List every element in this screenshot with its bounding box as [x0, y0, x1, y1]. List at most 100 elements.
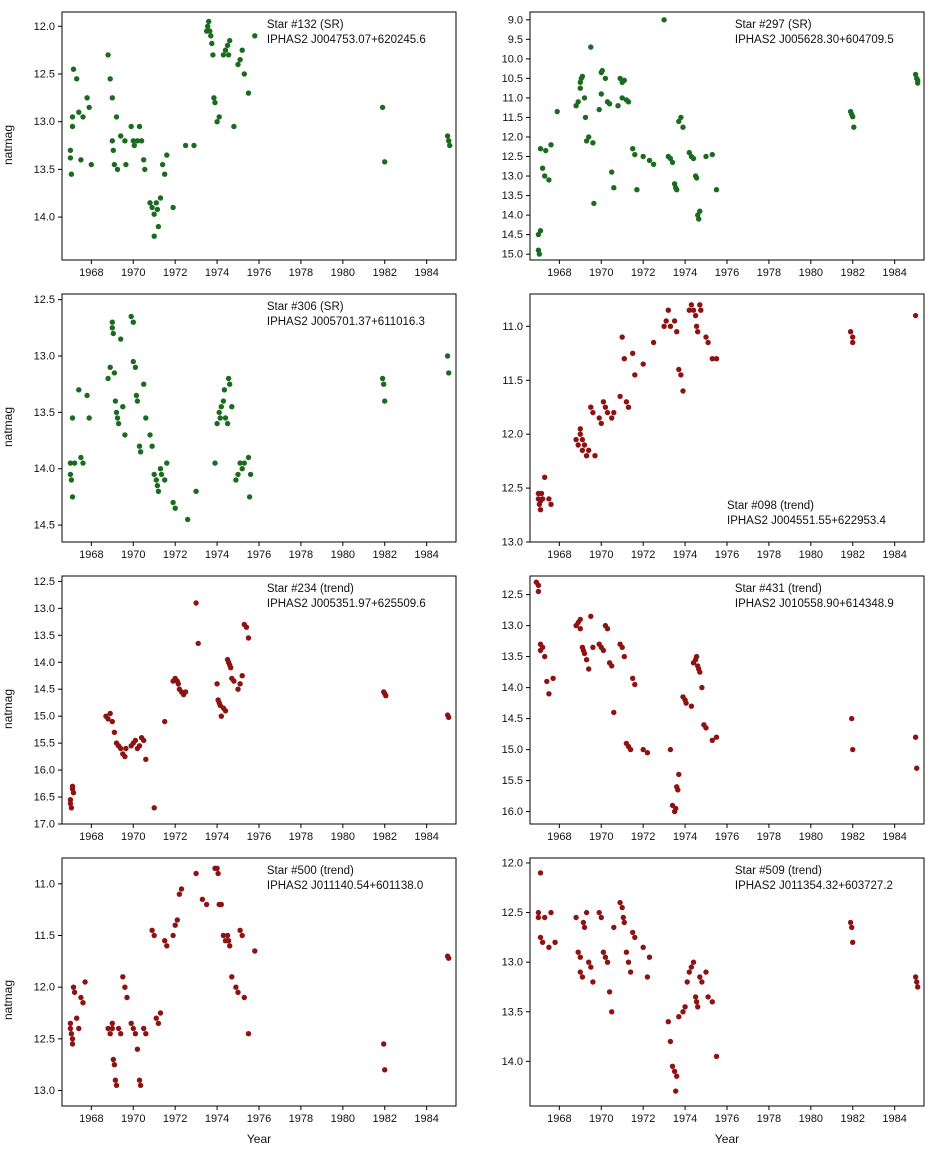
data-point — [228, 665, 234, 671]
x-tick-label: 1968 — [79, 267, 103, 279]
data-point — [674, 187, 680, 193]
data-point — [149, 927, 155, 933]
data-point — [122, 432, 128, 438]
data-point — [444, 353, 451, 359]
data-point — [68, 805, 75, 811]
y-tick-label: 13.5 — [502, 1006, 523, 1018]
x-axis-label: Year — [714, 1132, 740, 1146]
data-point — [193, 600, 199, 606]
data-point — [110, 1056, 117, 1063]
scatter-plot-svg: 1968 1970 1972 1974 1976 1978 1980 1982 1984 12.5… — [502, 575, 925, 843]
data-point — [107, 1031, 113, 1037]
data-point — [105, 375, 111, 382]
x-tick-label: 1984 — [882, 267, 906, 279]
data-point — [542, 914, 548, 921]
data-point — [695, 1004, 701, 1010]
data-point — [680, 1009, 686, 1015]
data-point — [646, 157, 653, 164]
data-point — [579, 974, 586, 980]
x-tick-label: 1972 — [163, 1113, 187, 1125]
data-point — [78, 994, 84, 1001]
x-tick-label: 1974 — [205, 549, 229, 561]
data-point — [609, 1009, 615, 1015]
data-point — [850, 334, 856, 340]
y-tick-label: 13.0 — [34, 351, 55, 363]
data-point — [107, 364, 113, 370]
data-point — [118, 336, 124, 342]
data-point — [134, 138, 141, 144]
data-point — [209, 40, 215, 47]
data-point — [579, 436, 586, 443]
data-point — [577, 626, 583, 632]
data-point — [205, 23, 211, 29]
data-point — [252, 33, 258, 39]
data-point — [80, 460, 86, 466]
data-point — [220, 932, 227, 939]
data-point — [107, 76, 113, 82]
data-point — [112, 398, 119, 404]
y-tick-label: 15.0 — [34, 711, 55, 723]
data-point — [625, 404, 632, 410]
data-point — [611, 185, 617, 191]
x-tick-label: 1978 — [757, 549, 781, 561]
y-tick-label: 12.5 — [34, 1033, 55, 1045]
x-tick-label: 1968 — [79, 1113, 103, 1125]
star-id-label: IPHAS2 J011354.32+603727.2 — [735, 880, 893, 892]
data-point — [693, 653, 700, 660]
data-point — [143, 756, 149, 762]
data-point — [611, 924, 617, 931]
data-point — [109, 325, 116, 331]
data-point — [446, 370, 452, 376]
data-point — [599, 67, 605, 74]
x-tick-label: 1982 — [841, 831, 865, 843]
data-point — [661, 323, 667, 329]
data-point — [162, 718, 168, 725]
y-axis-label-strip — [468, 286, 484, 568]
data-point — [164, 460, 170, 466]
chart-panel-8: 1968 1970 1972 1974 1976 1978 1980 1982 1984 12.0… — [468, 850, 936, 1150]
data-point — [149, 204, 155, 211]
data-point — [220, 52, 227, 58]
data-point — [136, 123, 143, 130]
x-tick-label: 1980 — [331, 267, 355, 279]
y-tick-label: 12.0 — [502, 857, 523, 869]
data-point — [590, 140, 596, 146]
data-point — [206, 18, 212, 25]
data-point — [604, 409, 611, 416]
data-point — [697, 669, 703, 675]
star-label: Star #500 (trend) — [267, 865, 354, 877]
x-tick-label: 1978 — [289, 267, 313, 279]
data-point — [162, 477, 168, 483]
data-point — [625, 959, 632, 965]
data-point — [630, 350, 636, 356]
x-tick-label: 1978 — [757, 831, 781, 843]
data-point — [74, 1015, 80, 1021]
data-point — [590, 409, 596, 416]
x-tick-label: 1984 — [882, 831, 906, 843]
data-point — [151, 805, 157, 811]
chart-panel-7: natmag 1968 1970 1972 1974 1976 1978 1980 1982 19… — [0, 850, 468, 1150]
data-point — [699, 684, 705, 691]
data-point — [546, 177, 552, 183]
data-point — [583, 453, 590, 459]
data-point — [382, 159, 388, 165]
data-point — [122, 984, 128, 990]
data-point — [115, 420, 122, 427]
data-point — [111, 161, 118, 168]
data-point — [76, 387, 82, 393]
data-point — [175, 681, 181, 687]
y-tick-label: 12.0 — [502, 429, 523, 441]
y-axis-label: natmag — [1, 979, 15, 1021]
data-point — [697, 208, 703, 214]
data-point — [174, 917, 180, 923]
data-point — [690, 959, 697, 965]
data-point — [88, 161, 95, 168]
data-point — [573, 914, 579, 921]
data-point — [591, 200, 597, 207]
x-tick-label: 1976 — [247, 549, 271, 561]
data-point — [136, 743, 143, 749]
data-point — [225, 52, 232, 58]
y-tick-label: 12.5 — [502, 907, 523, 919]
data-point — [120, 974, 126, 980]
data-point — [235, 471, 241, 478]
